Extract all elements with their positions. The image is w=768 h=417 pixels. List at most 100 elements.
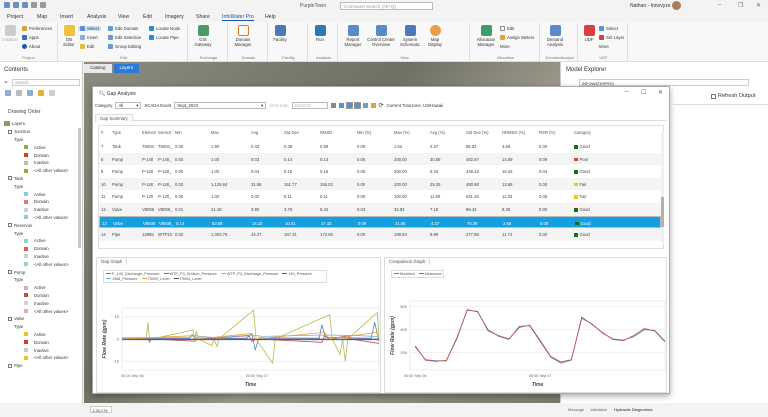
tab-layers[interactable]: Layers [113,64,140,73]
column-header[interactable]: Type [112,130,122,135]
column-header[interactable]: # [101,130,104,135]
visibility-checkbox[interactable] [8,363,12,368]
save-icon[interactable] [22,2,28,8]
group-editing-button[interactable]: Group Editing [108,44,141,49]
tab-share[interactable]: Share [196,14,210,20]
tree-item-type[interactable]: Type [2,182,78,190]
column-header[interactable]: Category [574,130,591,135]
udf-select-button[interactable]: Select [599,26,618,31]
tab-imagery[interactable]: Imagery [165,14,184,20]
tree-item-layer[interactable]: Pump [2,268,78,276]
tree-item-type[interactable]: Type [2,136,78,144]
gap-maximize-button[interactable]: ☐ [641,90,647,96]
column-header[interactable]: Std Dev (%) [466,130,489,135]
chart-compare-icon[interactable] [353,102,361,109]
chart-icon[interactable] [345,102,353,109]
column-header[interactable]: Std Dev [284,130,299,135]
tab-project[interactable]: Project [7,14,24,20]
filter-icon[interactable]: ⏷ [4,80,9,86]
start-date-input[interactable]: 9/6/2023 [291,102,328,109]
column-header[interactable]: Avg [251,130,259,135]
legend-item[interactable]: T5004_Level [173,277,201,281]
edit-button[interactable]: Edit [80,44,94,49]
tree-item-sym[interactable]: Inactive [2,299,78,307]
open-icon[interactable] [13,2,19,8]
tree-item-type[interactable]: Type [2,323,78,331]
visibility-checkbox[interactable] [8,223,12,228]
demand-analysis-button[interactable]: Demand Analysis [544,25,566,47]
tree-item-sym[interactable]: <All other values> [2,167,78,175]
tree-item-sym[interactable]: Inactive [2,346,78,354]
column-header[interactable]: Sensor [158,130,172,135]
allocation-manager-button[interactable]: Allocation Manager [474,25,498,47]
tab-gap-summary[interactable]: Gap Summary [95,114,133,122]
udf-button[interactable]: UDF [582,25,596,42]
export-icon[interactable] [362,103,368,108]
column-header[interactable]: NRMSD (%) [502,130,526,135]
column-header[interactable]: Min (%) [357,130,372,135]
select-button[interactable]: Select [78,26,101,31]
tree-item-sym[interactable]: Active [2,143,78,151]
table-row[interactable]: 7 Tank T5004 T5004_ 0.00 1.90 0.43 0.38 0.59 0.00… [99,140,661,153]
restore-button[interactable]: ❐ [738,3,744,9]
editing-icon[interactable] [38,90,44,96]
set-layer-button[interactable]: Set Layer [599,35,624,40]
tree-item-type[interactable]: Type [2,229,78,237]
visibility-checkbox[interactable] [8,316,12,321]
legend-item[interactable]: P_140_Discharge_Pressure [106,272,160,276]
tab-validation[interactable]: Validation [590,407,608,412]
legend-item[interactable]: Modeled [394,272,415,276]
tree-item-layer[interactable]: Tank [2,175,78,183]
tree-item-layer[interactable]: Pipe [2,362,78,370]
map-scale-select[interactable]: 1:28,176 [90,406,112,413]
tab-analysis[interactable]: Analysis [87,14,107,20]
visibility-checkbox[interactable] [8,129,12,134]
tab-message[interactable]: Message [568,407,585,412]
locate-node-button[interactable]: Locate Node [149,26,180,31]
tree-item-sym[interactable]: Active [2,331,78,339]
tree-item-sym[interactable]: Domain [2,245,78,253]
grid-icon[interactable] [330,103,336,108]
minimize-button[interactable]: – [718,2,722,8]
undo-icon[interactable] [31,2,37,8]
tree-item-sym[interactable]: Active [2,237,78,245]
table-row[interactable]: 14 Pipe 12965 WTP10 0.00 1,003.75 44.27 167.31 1… [99,228,661,241]
tab-view[interactable]: View [118,14,130,20]
tab-insert[interactable]: Insert [60,14,73,20]
user-name[interactable]: Nathan - Innovyze [630,3,671,9]
table-row[interactable]: 8 Pump P-140 P-140_ 0.00 1.00 0.03 0.14 0.14 0.00… [99,152,661,166]
tab-map[interactable]: Map [37,14,48,20]
data-source-icon[interactable] [16,90,22,96]
tab-help[interactable]: Help [265,14,276,20]
column-header[interactable]: RSR (%) [539,130,556,135]
system-schematic-button[interactable]: System Schematic [398,25,422,47]
facility-button[interactable]: Facility [272,25,288,42]
tree-item-layer[interactable]: Reservoir [2,221,78,229]
tree-item-sym[interactable]: Inactive [2,206,78,214]
tree-item-layer[interactable]: Valve [2,315,78,323]
redo-icon[interactable] [40,2,46,8]
selection-icon[interactable] [27,90,33,96]
initialize-button[interactable]: Initialize [2,25,18,42]
contents-search-input[interactable]: Search [12,79,80,86]
column-header[interactable]: Min [175,130,182,135]
table-row[interactable]: 9 Pump P-100 P-100_ 0.00 1.00 0.04 0.16 0.16 0.00… [99,165,661,178]
tab-gap-graph[interactable]: Gap Graph [96,257,128,265]
tree-item-sym[interactable]: <All other values> [2,214,78,222]
locate-pipe-button[interactable]: Locate Pipe [149,35,179,40]
table-row[interactable]: 10 Pump P-140 P-140_ 0.00 1,129.84 31.58 151.77… [99,177,661,191]
table-row[interactable]: 11 Pump P-120 P-120_ 0.00 1.00 0.02 0.11 0.11 0.0… [99,190,661,203]
control-center-button[interactable]: Control Center Overview [366,25,396,47]
scada-event-select[interactable]: Sept_2023 ▾ [174,102,267,109]
apps-button[interactable]: Apps [22,35,39,40]
drawing-order-icon[interactable] [5,90,11,96]
edit-domain-button[interactable]: Edit Domain [108,26,138,31]
column-header[interactable]: Avg (%) [430,130,445,135]
close-button[interactable]: ✕ [756,3,762,9]
column-header[interactable]: RMSD [320,130,333,135]
tab-catalog[interactable]: Catalog [84,64,112,73]
column-header[interactable]: Elemen [142,130,157,135]
refresh-icon[interactable]: ⟳ [378,103,384,109]
contents-scrollbar[interactable] [78,128,81,248]
column-header[interactable]: Max (%) [394,130,410,135]
